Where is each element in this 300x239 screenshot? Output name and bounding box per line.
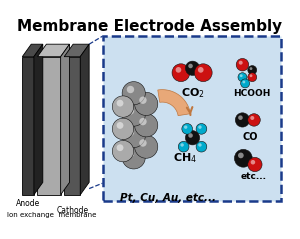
Circle shape	[122, 103, 145, 126]
Circle shape	[248, 157, 262, 172]
Polygon shape	[38, 57, 61, 195]
Circle shape	[117, 100, 123, 107]
Circle shape	[238, 115, 243, 120]
Circle shape	[241, 79, 250, 88]
Circle shape	[117, 122, 123, 129]
Polygon shape	[61, 44, 70, 195]
Polygon shape	[80, 44, 89, 195]
Text: Pt, Cu, Au, etc...: Pt, Cu, Au, etc...	[120, 193, 216, 203]
Circle shape	[198, 143, 202, 147]
Circle shape	[185, 61, 200, 75]
Circle shape	[235, 113, 250, 127]
Circle shape	[248, 73, 257, 82]
Circle shape	[180, 143, 184, 147]
Text: Membrane Electrode Assembly: Membrane Electrode Assembly	[17, 19, 282, 34]
Polygon shape	[22, 57, 34, 195]
Circle shape	[117, 144, 123, 151]
Text: CO: CO	[243, 131, 258, 141]
Polygon shape	[64, 44, 89, 57]
Circle shape	[122, 125, 145, 147]
Circle shape	[135, 114, 158, 137]
Circle shape	[172, 64, 190, 82]
Circle shape	[122, 82, 145, 105]
Circle shape	[127, 150, 134, 157]
Circle shape	[250, 67, 252, 70]
Circle shape	[242, 81, 245, 83]
Circle shape	[188, 64, 193, 68]
Circle shape	[185, 131, 200, 145]
Circle shape	[122, 146, 145, 169]
Circle shape	[135, 135, 158, 158]
Circle shape	[127, 107, 134, 114]
Polygon shape	[158, 90, 190, 116]
Circle shape	[238, 152, 244, 158]
Circle shape	[127, 129, 134, 136]
Circle shape	[188, 133, 193, 138]
Polygon shape	[64, 57, 80, 195]
Text: Ion exchange  membrane: Ion exchange membrane	[7, 212, 96, 218]
Circle shape	[240, 74, 243, 77]
Circle shape	[127, 86, 134, 93]
Circle shape	[176, 67, 181, 73]
Polygon shape	[38, 44, 70, 57]
Circle shape	[196, 124, 207, 134]
Polygon shape	[22, 44, 43, 57]
Circle shape	[198, 125, 202, 129]
Text: CH$_4$: CH$_4$	[173, 151, 197, 165]
Circle shape	[112, 141, 134, 162]
Circle shape	[248, 114, 260, 126]
Circle shape	[250, 74, 252, 77]
Text: CO$_2$: CO$_2$	[181, 86, 205, 100]
Text: Cathode: Cathode	[56, 206, 88, 215]
Circle shape	[238, 73, 247, 82]
Circle shape	[194, 64, 212, 82]
Text: etc...: etc...	[240, 172, 266, 181]
Circle shape	[139, 97, 147, 104]
Circle shape	[239, 61, 243, 65]
Circle shape	[135, 92, 158, 115]
Circle shape	[139, 118, 147, 125]
Circle shape	[250, 160, 255, 164]
Circle shape	[184, 125, 188, 129]
Circle shape	[112, 96, 134, 117]
Circle shape	[196, 141, 207, 152]
Circle shape	[250, 116, 254, 120]
Text: Anode: Anode	[16, 199, 40, 208]
Circle shape	[178, 141, 189, 152]
Circle shape	[248, 65, 257, 75]
Circle shape	[234, 149, 252, 167]
FancyBboxPatch shape	[103, 36, 281, 201]
Text: HCOOH: HCOOH	[234, 89, 271, 98]
Circle shape	[139, 139, 147, 147]
Polygon shape	[34, 44, 43, 195]
Circle shape	[236, 59, 249, 71]
Circle shape	[198, 67, 204, 73]
Circle shape	[182, 124, 193, 134]
Circle shape	[112, 118, 134, 140]
